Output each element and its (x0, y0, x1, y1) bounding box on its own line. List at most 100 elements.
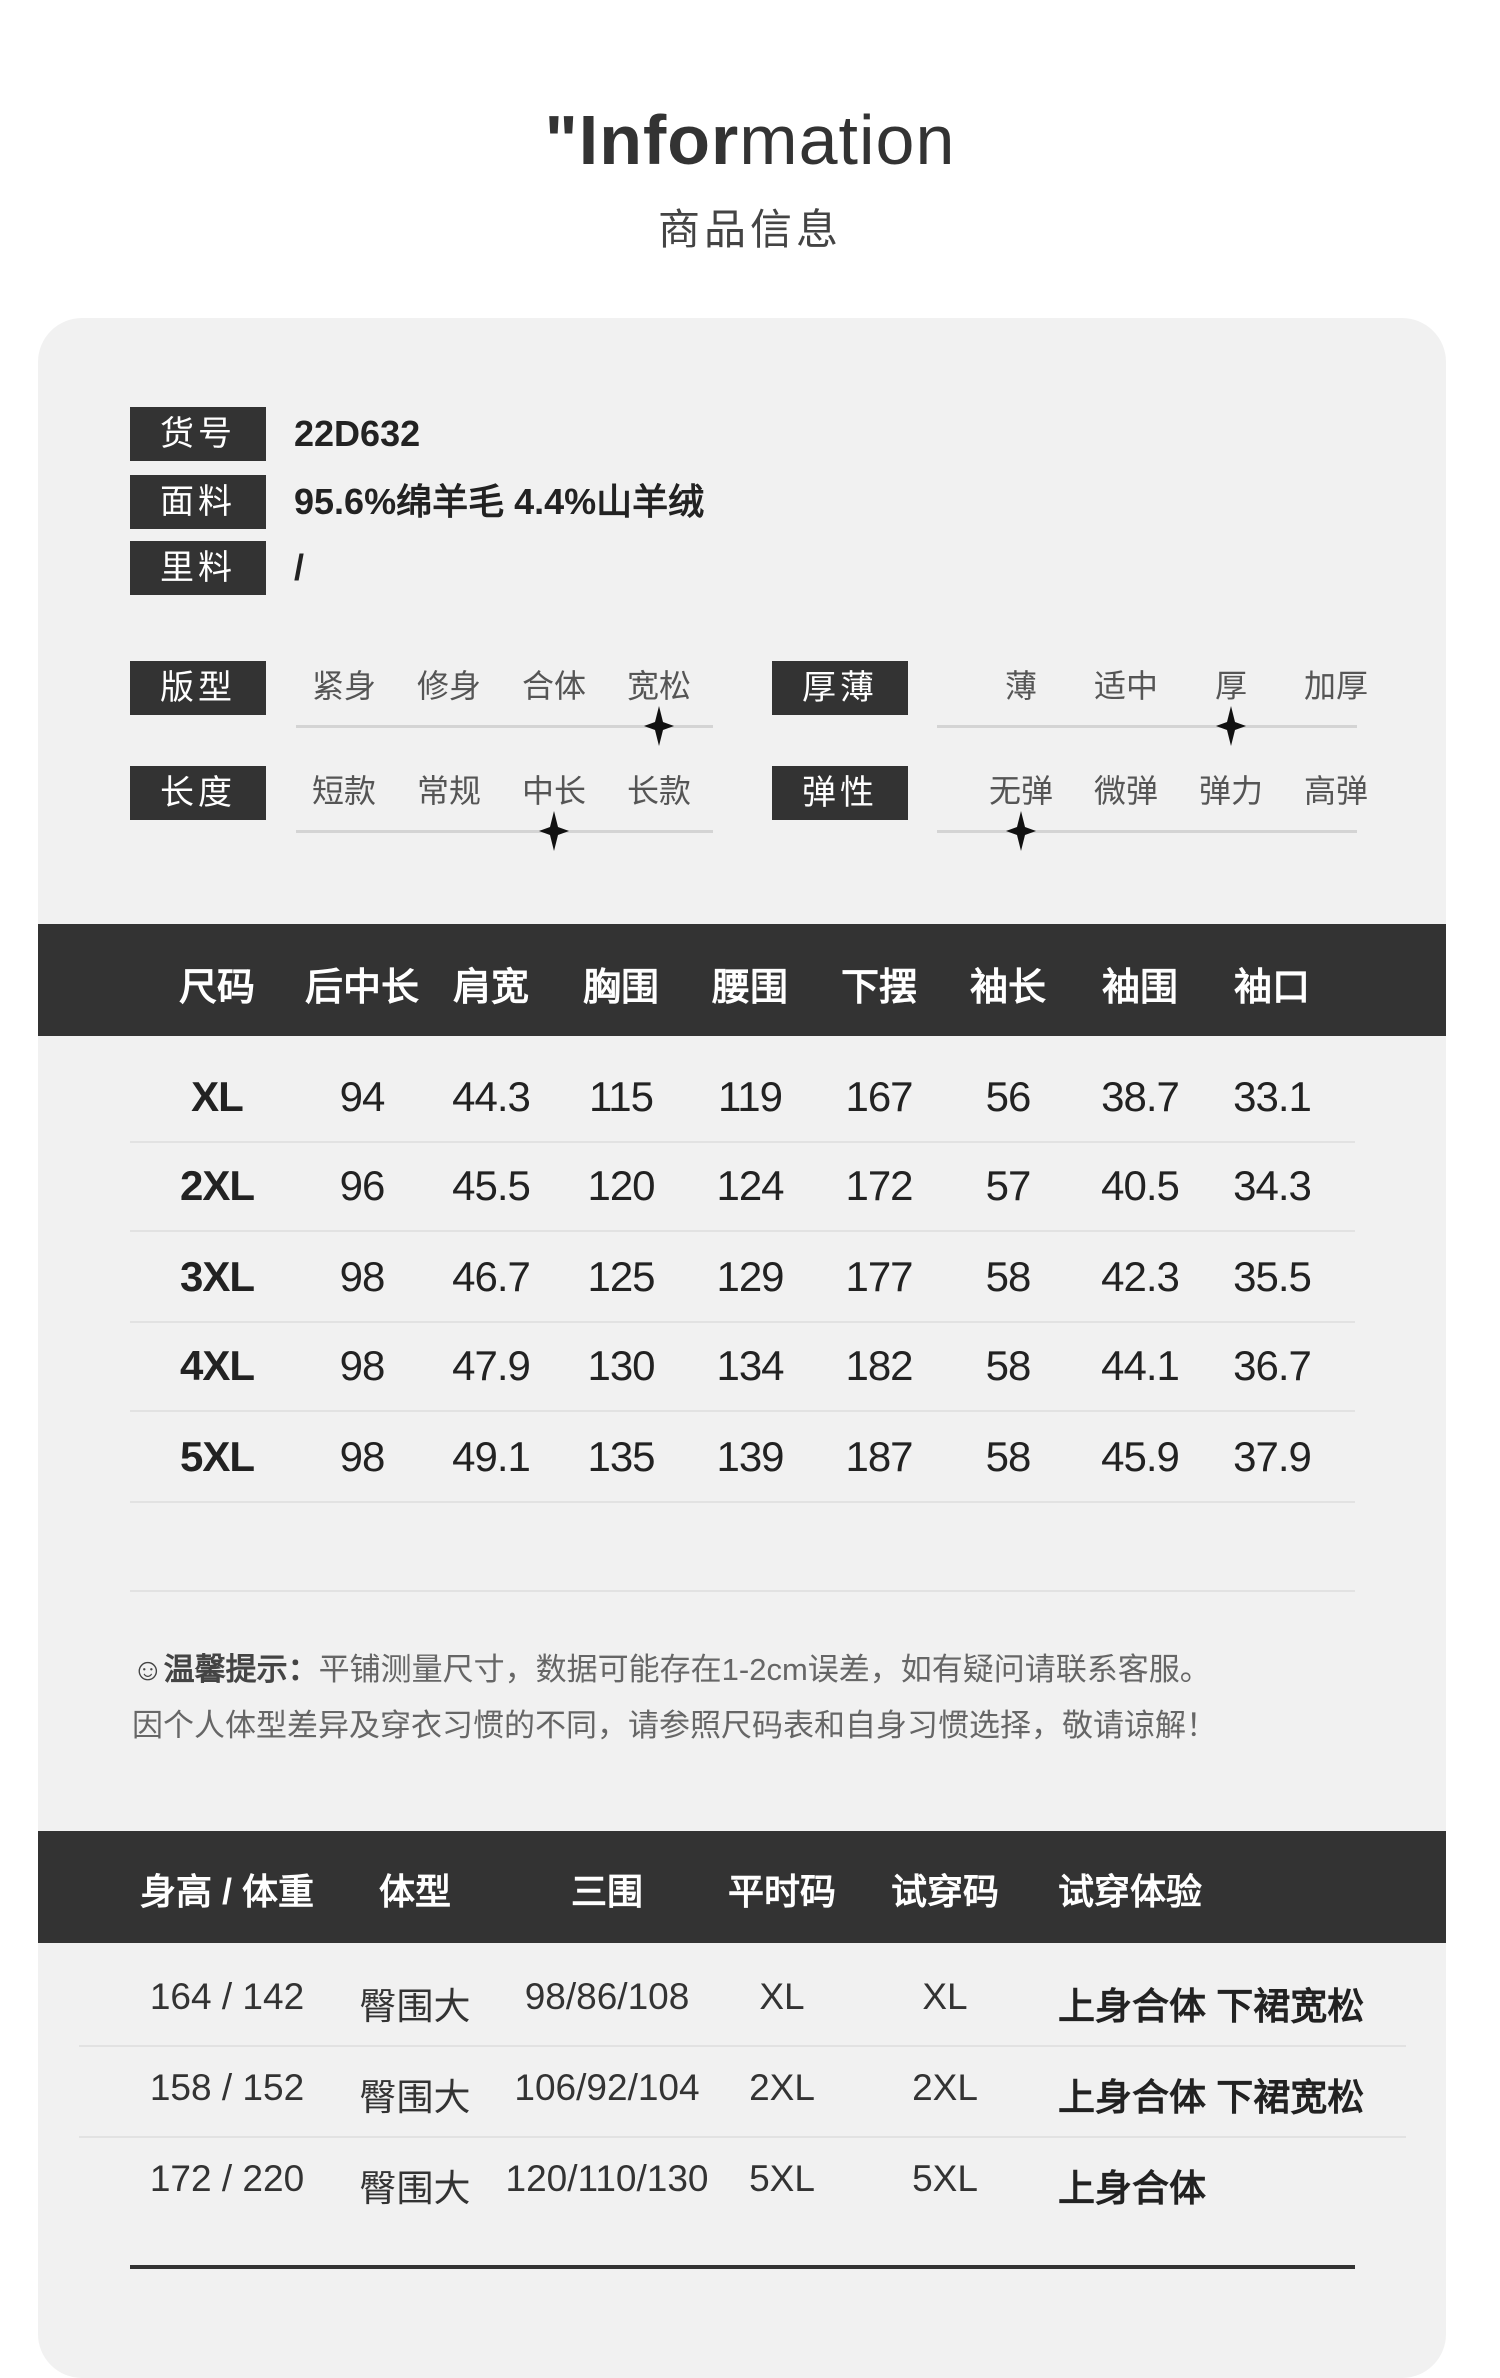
tryon-experience: 上身合体 (1058, 2168, 1206, 2209)
table-cell: 4XL (179, 1342, 255, 1389)
page-title: "Information (0, 100, 1500, 180)
table-cell: 5XL (179, 1433, 255, 1480)
info-value: / (294, 547, 305, 588)
table-cell: 94 (339, 1073, 386, 1120)
selected-marker-icon (644, 706, 674, 746)
row-divider (130, 1230, 1355, 1232)
table-cell: 34.3 (1233, 1162, 1312, 1209)
table-cell: 57 (985, 1162, 1032, 1209)
row-divider (130, 1410, 1355, 1412)
divider (130, 1590, 1355, 1592)
table-cell: 187 (845, 1433, 913, 1480)
row-divider (130, 1321, 1355, 1323)
tryon-experience: 上身合体 下裙宽松 (1058, 2077, 1365, 2118)
table-cell: 44.3 (452, 1073, 531, 1120)
table-cell: 47.9 (452, 1342, 531, 1389)
table-cell: 98 (339, 1433, 386, 1480)
attribute-option: 合体 (521, 668, 586, 704)
table-cell: 115 (589, 1073, 654, 1120)
table-cell: 58 (985, 1433, 1032, 1480)
column-header: 试穿码 (890, 1871, 1000, 1912)
column-header: 袖长 (969, 967, 1047, 1009)
table-cell: 120/110/130 (505, 2158, 709, 2199)
tryon-table-header: 身高 / 体重 体型 三围 平时码 试穿码 试穿体验 (38, 1831, 1446, 1943)
table-cell: XL (759, 1976, 805, 2017)
notice-line-2: 因个人体型差异及穿衣习惯的不同，请参照尺码表和自身习惯选择，敬请谅解！ (132, 1708, 1217, 1743)
page-subtitle: 商品信息 (657, 206, 842, 253)
smiley-icon: ☺ (132, 1652, 164, 1687)
attribute-label: 厚薄 (772, 661, 908, 715)
column-header: 平时码 (727, 1871, 837, 1912)
attribute-option: 中长 (521, 773, 586, 809)
table-cell: 45.9 (1101, 1433, 1180, 1480)
attribute-label: 长度 (130, 766, 266, 820)
table-cell: 164 / 142 (149, 1976, 305, 2017)
attribute-option: 修身 (416, 668, 481, 704)
title-bold: "Infor (544, 101, 740, 179)
table-cell: 96 (339, 1162, 386, 1209)
table-cell: 177 (845, 1253, 913, 1300)
attribute-option: 常规 (416, 773, 481, 809)
table-cell: 45.5 (452, 1162, 531, 1209)
tryon-experience: 上身合体 下裙宽松 (1058, 1986, 1365, 2027)
row-divider (79, 2045, 1406, 2047)
info-card (38, 318, 1446, 2378)
selected-marker-icon (539, 811, 569, 851)
table-cell: 40.5 (1101, 1162, 1180, 1209)
attribute-option: 高弹 (1303, 773, 1368, 809)
table-cell: 2XL (179, 1162, 255, 1209)
table-cell: 2XL (749, 2067, 815, 2108)
table-cell: 98 (339, 1342, 386, 1389)
notice-line-1: ☺温馨提示：平铺测量尺寸，数据可能存在1-2cm误差，如有疑问请联系客服。 (132, 1644, 1211, 1689)
column-header: 尺码 (178, 967, 256, 1009)
table-cell: 2XL (912, 2067, 978, 2108)
attribute-label: 弹性 (772, 766, 908, 820)
table-cell: 130 (587, 1342, 655, 1389)
attribute-option: 紧身 (311, 668, 376, 704)
table-cell: 182 (845, 1342, 913, 1389)
table-cell: 37.9 (1233, 1433, 1312, 1480)
attribute-option: 弹力 (1198, 773, 1263, 809)
column-header: 三围 (570, 1871, 644, 1912)
column-header: 后中长 (304, 967, 420, 1009)
attribute-option: 宽松 (626, 668, 691, 704)
table-cell: 119 (718, 1073, 783, 1120)
column-header: 肩宽 (452, 967, 530, 1009)
info-value: 22D632 (294, 413, 421, 454)
table-cell: XL (922, 1976, 968, 2017)
table-cell: 38.7 (1101, 1073, 1180, 1120)
attribute-label: 版型 (130, 661, 266, 715)
column-header: 袖围 (1101, 967, 1179, 1009)
info-label: 里料 (130, 541, 266, 595)
table-cell: 臀围大 (359, 2168, 471, 2209)
bottom-rule (130, 2265, 1355, 2269)
attribute-option: 微弹 (1093, 773, 1158, 809)
table-cell: 172 / 220 (149, 2158, 305, 2199)
attribute-scale-track (296, 830, 713, 833)
table-cell: 36.7 (1233, 1342, 1312, 1389)
column-header: 胸围 (582, 967, 660, 1009)
selected-marker-icon (1006, 811, 1036, 851)
table-cell: 44.1 (1101, 1342, 1180, 1389)
info-label: 货号 (130, 407, 266, 461)
info-value: 95.6%绵羊毛 4.4%山羊绒 (294, 481, 705, 522)
attribute-option: 长款 (626, 773, 691, 809)
table-cell: 134 (716, 1342, 784, 1389)
table-cell: 158 / 152 (149, 2067, 305, 2108)
table-cell: 46.7 (452, 1253, 531, 1300)
selected-marker-icon (1216, 706, 1246, 746)
attribute-option: 短款 (311, 773, 376, 809)
table-cell: 172 (845, 1162, 913, 1209)
attribute-option: 无弹 (988, 773, 1053, 809)
table-cell: XL (191, 1073, 244, 1120)
table-cell: 35.5 (1233, 1253, 1312, 1300)
table-cell: 42.3 (1101, 1253, 1180, 1300)
table-cell: 58 (985, 1253, 1032, 1300)
table-cell: 125 (587, 1253, 655, 1300)
table-cell: 139 (716, 1433, 784, 1480)
attribute-option: 厚 (1214, 668, 1247, 704)
table-cell: 124 (716, 1162, 784, 1209)
table-cell: 129 (716, 1253, 784, 1300)
column-header: 袖口 (1233, 967, 1311, 1009)
size-table-header: 尺码 后中长 肩宽 胸围 腰围 下摆 袖长 袖围 袖口 (38, 924, 1446, 1036)
